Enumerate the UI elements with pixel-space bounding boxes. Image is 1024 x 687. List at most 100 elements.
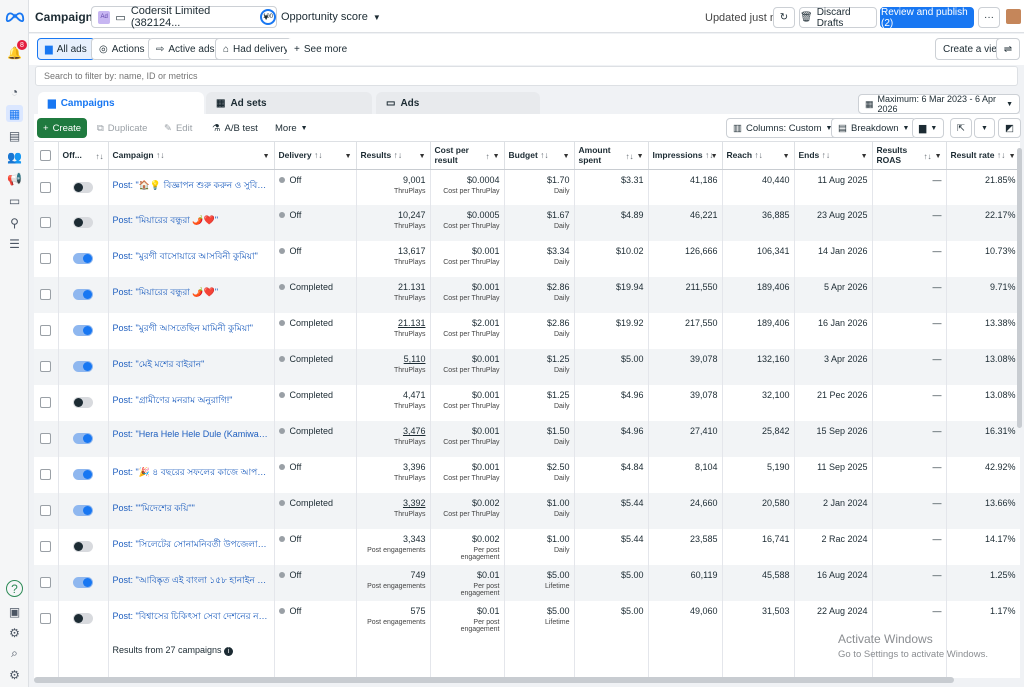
chart-view-button[interactable]: ◩: [998, 118, 1021, 138]
campaign-name-link[interactable]: Post: "মুরগী আসতেছিন মামিনী কুমিয়া": [112, 323, 253, 333]
campaign-name-link[interactable]: Post: "বিশ্বাসের চিকিৎসা সেবা দেশনের নবক…: [112, 611, 270, 621]
all-ads-chip[interactable]: ▆ All ads: [37, 38, 95, 60]
had-delivery-chip[interactable]: ⌂ Had delivery: [215, 38, 297, 60]
table-row[interactable]: Post: "মিয়ারের বন্ধুরা 🌶️❤️" Completed 21…: [34, 277, 1020, 313]
campaign-name-link[interactable]: Post: "মেই মশের বাইরান": [112, 359, 205, 369]
export-button[interactable]: ⇱: [950, 118, 972, 138]
row-checkbox[interactable]: [40, 469, 52, 480]
campaign-toggle[interactable]: [73, 181, 93, 193]
row-checkbox[interactable]: [40, 289, 52, 300]
campaign-name-link[interactable]: Post: "🏠💡 বিজ্ঞাপন শুরু করুন ও সুবিধা নি…: [112, 179, 270, 190]
campaign-toggle[interactable]: [73, 613, 93, 624]
account-overview-icon[interactable]: ◔: [10, 84, 19, 99]
col-impressions-header[interactable]: Impressions ↑↓ ▼: [648, 142, 723, 170]
meta-logo-icon[interactable]: [4, 8, 26, 24]
campaign-toggle[interactable]: [73, 577, 93, 588]
report-icon[interactable]: ▣: [8, 604, 21, 619]
row-checkbox[interactable]: [40, 325, 52, 336]
ad-account-selector[interactable]: Ad ▭ Codersit Limited (382124... ▼: [91, 5, 277, 29]
campaign-name-link[interactable]: Post: "মুরগী বাসোয়ারে আসবিনী কুমিয়া": [112, 251, 258, 261]
columns-button[interactable]: ▥ Columns: Custom ▼: [726, 118, 840, 138]
campaign-toggle[interactable]: [73, 505, 93, 516]
col-roas-header[interactable]: Results ROAS ↑↓ ▼: [872, 142, 947, 170]
search-filter-input[interactable]: [35, 66, 1018, 86]
billing-icon[interactable]: ▭: [8, 193, 21, 208]
audiences-icon[interactable]: 👥: [7, 149, 22, 164]
info-icon[interactable]: i: [224, 647, 234, 656]
search-icon[interactable]: ⌕: [11, 646, 18, 660]
row-checkbox[interactable]: [40, 361, 52, 372]
col-cpr-header[interactable]: Cost per result ↑ ▼: [430, 142, 505, 170]
col-result-rate-header[interactable]: Result rate ↑↓ ▼: [946, 142, 1020, 170]
pages-icon[interactable]: ▤: [8, 128, 21, 143]
col-results-header[interactable]: Results ↑↓ ▼: [356, 142, 431, 170]
actions-chip[interactable]: ◎ Actions: [91, 38, 153, 60]
row-checkbox[interactable]: [40, 505, 52, 516]
filter-settings-button[interactable]: ⇌: [996, 38, 1020, 60]
col-campaign-header[interactable]: Campaign ↑↓ ▼: [108, 142, 275, 170]
col-budget-header[interactable]: Budget ↑↓ ▼: [504, 142, 575, 170]
notifications-icon[interactable]: 🔔 8: [6, 40, 27, 61]
profile-avatar[interactable]: [1006, 9, 1021, 24]
all-tools-icon[interactable]: ☰: [9, 236, 20, 251]
more-options-button[interactable]: ···: [978, 7, 1000, 28]
campaigns-table-icon[interactable]: ▦: [6, 105, 23, 122]
table-row[interactable]: Post: "আবিষ্কৃত এই বাংলা ১৫৮ হানাইন বাই …: [34, 565, 1020, 601]
row-checkbox[interactable]: [40, 217, 52, 228]
tab-ads[interactable]: ▭ Ads: [376, 92, 540, 114]
campaign-toggle[interactable]: [73, 253, 93, 264]
help-icon[interactable]: ?: [6, 580, 23, 597]
campaign-name-link[interactable]: Post: "গ্রামীণের মনরাম অনুরাগি!": [112, 395, 233, 405]
discard-drafts-button[interactable]: 🗑 Discard Drafts: [799, 7, 877, 29]
row-checkbox[interactable]: [40, 397, 52, 408]
campaign-toggle[interactable]: [73, 217, 93, 228]
table-row[interactable]: Post: "সিলেটের সোনামনিবর্তী উপজেলার বিয়…: [34, 529, 1020, 565]
select-all-header[interactable]: [34, 142, 59, 170]
campaign-toggle[interactable]: [73, 541, 93, 552]
row-checkbox[interactable]: [40, 253, 52, 264]
select-all-checkbox[interactable]: [40, 149, 52, 161]
breakdown-button[interactable]: ▤ Breakdown ▼: [831, 118, 917, 138]
debug-bug-icon[interactable]: ⚙: [9, 667, 20, 682]
business-settings-icon[interactable]: ⚲: [10, 215, 19, 230]
vertical-scrollbar[interactable]: [1017, 148, 1022, 428]
campaign-name-link[interactable]: Post: ""মিদেশের কয়ি"": [112, 503, 195, 513]
tab-ad-sets[interactable]: ▦ Ad sets: [206, 92, 372, 114]
tab-campaigns[interactable]: ▆ Campaigns: [38, 92, 204, 114]
table-row[interactable]: Post: "মুরগী আসতেছিন মামিনী কুমিয়া" Comp…: [34, 313, 1020, 349]
campaign-toggle[interactable]: [73, 361, 93, 372]
create-button[interactable]: + Create: [37, 118, 88, 138]
settings-gear-icon[interactable]: ⚙: [9, 625, 20, 640]
reports-button[interactable]: ▆ ▼: [912, 118, 945, 138]
table-row[interactable]: Post: "মিয়ারের বন্ধুরা 🌶️❤️" Off 10,247 Th…: [34, 205, 1020, 241]
row-checkbox[interactable]: [40, 577, 52, 588]
row-checkbox[interactable]: [40, 541, 52, 552]
table-row[interactable]: Post: "🎉 ৪ বছরের সফলের কাজে আপকানের... Of…: [34, 457, 1020, 493]
row-checkbox[interactable]: [40, 181, 52, 193]
col-spent-header[interactable]: Amount spent ↑↓ ▼: [574, 142, 649, 170]
date-range-picker[interactable]: ▦ Maximum: 6 Mar 2023 - 6 Apr 2026 ▼: [858, 94, 1020, 114]
campaign-name-link[interactable]: Post: "🎉 ৪ বছরের সফলের কাজে আপকানের...: [112, 467, 270, 477]
campaign-name-link[interactable]: Post: "মিয়ারের বন্ধুরা 🌶️❤️": [112, 215, 219, 225]
table-row[interactable]: Post: "বিশ্বাসের চিকিৎসা সেবা দেশনের নবক…: [34, 601, 1020, 637]
campaign-toggle[interactable]: [73, 325, 93, 336]
table-row[interactable]: Post: ""মিদেশের কয়ি"" Completed 3,392 Thru…: [34, 493, 1020, 529]
row-checkbox[interactable]: [40, 433, 52, 444]
table-row[interactable]: Post: "মেই মশের বাইরান" Completed 5,110 Thr…: [34, 349, 1020, 385]
edit-button[interactable]: ✎ Edit: [158, 118, 198, 138]
active-ads-chip[interactable]: ⇨ Active ads: [148, 38, 223, 60]
campaign-toggle[interactable]: [73, 433, 93, 444]
campaign-name-link[interactable]: Post: "Hera Hele Hele Dule (Kamiwala)": [112, 429, 270, 439]
col-reach-header[interactable]: Reach ↑↓ ▼: [722, 142, 795, 170]
ab-test-button[interactable]: ⚗ A/B test: [206, 118, 264, 138]
campaign-toggle[interactable]: [73, 397, 93, 408]
ads-megaphone-icon[interactable]: 📢: [7, 171, 22, 186]
export-options-button[interactable]: ▼: [974, 118, 995, 138]
campaign-name-link[interactable]: Post: "আবিষ্কৃত এই বাংলা ১৫৮ হানাইন বাই …: [112, 575, 270, 585]
table-row[interactable]: Post: "মুরগী বাসোয়ারে আসবিনী কুমিয়া" Of…: [34, 241, 1020, 277]
duplicate-button[interactable]: ⧉ Duplicate: [91, 118, 153, 138]
table-row[interactable]: Post: "Hera Hele Hele Dule (Kamiwala)" Co…: [34, 421, 1020, 457]
refresh-button[interactable]: ↻: [773, 7, 795, 28]
table-row[interactable]: Post: "গ্রামীণের মনরাম অনুরাগি!" Complete…: [34, 385, 1020, 421]
col-delivery-header[interactable]: Delivery ↑↓ ▼: [274, 142, 357, 170]
